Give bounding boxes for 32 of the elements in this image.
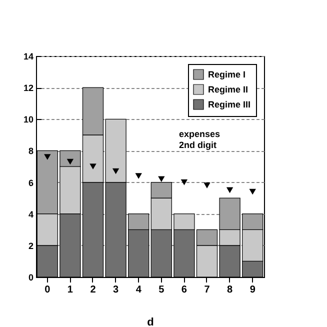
x-tick-label: 1 bbox=[67, 284, 74, 296]
y-tick-label: 0 bbox=[28, 272, 34, 282]
y-tick-label: 14 bbox=[23, 52, 34, 62]
x-tick-label: 3 bbox=[113, 284, 120, 296]
point bbox=[44, 154, 51, 160]
x-tick-label: 7 bbox=[204, 284, 210, 296]
x-tick-label: 4 bbox=[136, 284, 142, 296]
annotation: expenses 2nd digit bbox=[179, 129, 220, 150]
point bbox=[90, 164, 96, 170]
legend-label: Regime II bbox=[208, 84, 248, 94]
point bbox=[158, 176, 165, 182]
point bbox=[112, 168, 120, 174]
y-tick-label: 8 bbox=[28, 146, 34, 156]
point bbox=[226, 187, 234, 194]
x-tick-label: 0 bbox=[44, 284, 51, 296]
point bbox=[204, 182, 210, 188]
y-tick-label: 10 bbox=[23, 114, 34, 125]
x-tick-label: 8 bbox=[227, 284, 234, 296]
legend-label: Regime III bbox=[208, 100, 251, 110]
point bbox=[135, 173, 142, 179]
legend-label: Regime I bbox=[208, 70, 246, 80]
x-tick-label: 2 bbox=[90, 284, 96, 296]
x-tick-label: 6 bbox=[181, 284, 188, 296]
y-tick-label: 4 bbox=[28, 209, 34, 220]
y-tick-label: 6 bbox=[28, 178, 34, 188]
y-tick-label: 2 bbox=[28, 240, 34, 251]
point bbox=[180, 179, 188, 186]
x-axis-title: d bbox=[147, 316, 154, 327]
y-tick-label: 12 bbox=[23, 83, 34, 94]
point bbox=[249, 188, 256, 195]
x-tick-label: 5 bbox=[158, 284, 165, 296]
x-tick-label: 9 bbox=[250, 284, 256, 296]
